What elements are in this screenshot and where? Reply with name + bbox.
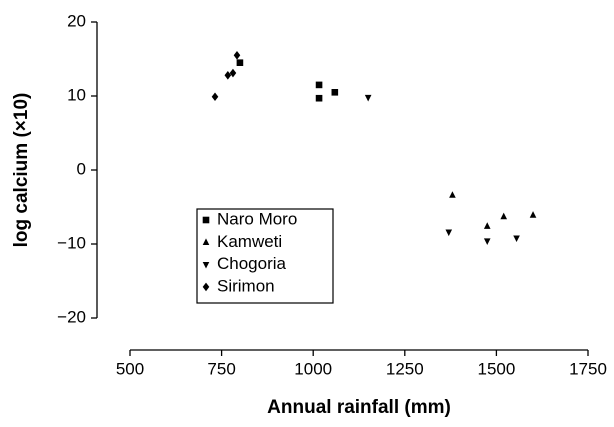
point (233, 51, 241, 60)
point (529, 211, 537, 218)
y-tick-label: −20 (57, 307, 86, 326)
point (224, 70, 232, 80)
legend-label: Sirimon (217, 276, 275, 295)
legend-label: Chogoria (217, 254, 287, 273)
point (483, 222, 491, 229)
y-tick-label: −10 (57, 233, 86, 252)
x-tick-label: 1500 (477, 359, 515, 378)
legend-label: Kamweti (217, 232, 282, 251)
point (513, 235, 520, 243)
y-tick-label: 10 (67, 85, 86, 104)
legend-marker (202, 238, 210, 245)
x-axis-title: Annual rainfall (mm) (267, 397, 451, 418)
point (331, 89, 339, 96)
point (364, 94, 372, 102)
x-tick-label: 750 (207, 359, 235, 378)
y-tick-label: 0 (77, 159, 86, 178)
legend-box (196, 208, 334, 304)
legend-marker (202, 282, 210, 292)
point (449, 191, 456, 198)
point (315, 94, 323, 102)
point (500, 212, 508, 220)
x-tick-label: 1250 (386, 359, 424, 378)
point (315, 81, 323, 89)
legend-marker (202, 216, 210, 224)
x-tick-label: 1750 (569, 359, 607, 378)
y-tick-label: 20 (67, 11, 86, 30)
point (483, 238, 491, 245)
legend-marker (202, 261, 210, 269)
x-tick-label: 500 (116, 359, 144, 378)
x-tick-label: 1000 (294, 359, 332, 378)
point (236, 59, 244, 66)
point (445, 229, 453, 237)
legend-label: Naro Moro (217, 209, 297, 228)
point (229, 68, 237, 78)
point (211, 92, 219, 102)
y-axis-title: log calcium (×10) (11, 93, 32, 248)
